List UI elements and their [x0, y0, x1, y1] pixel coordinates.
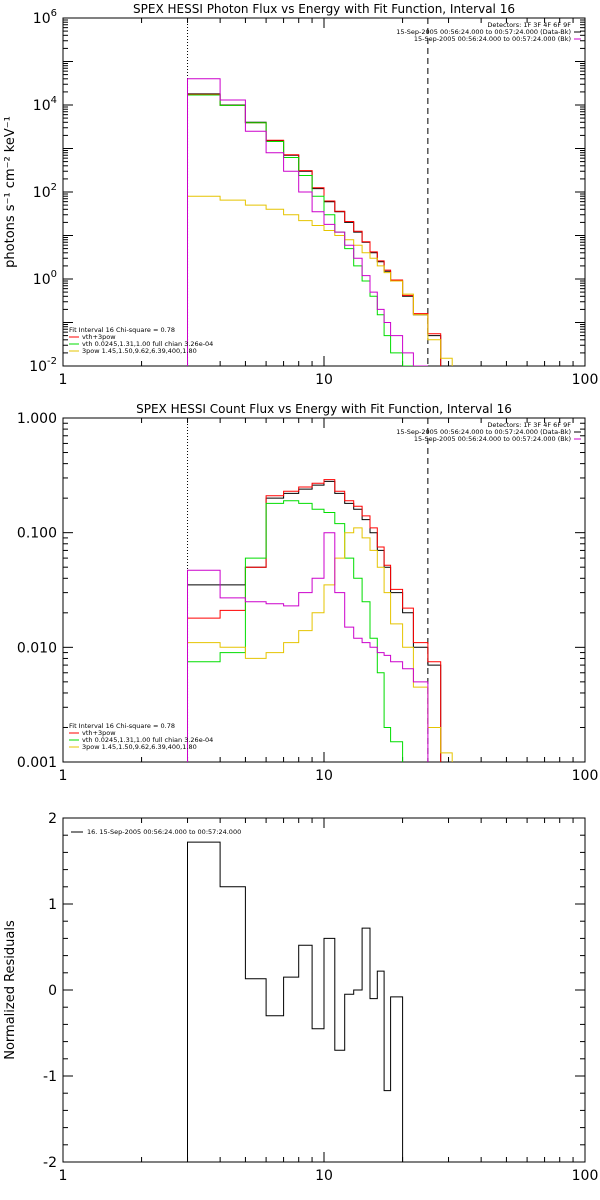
fit-legend-text: vth+3pow [82, 729, 116, 737]
y-tick-label: 1 [48, 897, 57, 913]
series-1-line [187, 93, 442, 366]
chart-title: SPEX HESSI Count Flux vs Energy with Fit… [136, 402, 512, 416]
y-tick-label: 10-2 [29, 356, 57, 375]
y-tick-label: 0.001 [17, 755, 57, 771]
chart-panel-1: SPEX HESSI Photon Flux vs Energy with Fi… [3, 2, 598, 388]
x-tick-label: 10 [315, 768, 333, 784]
y-tick-label: 102 [33, 182, 57, 201]
fit-legend-text: Fit Interval 16 Chi-square = 0.78 [69, 326, 175, 334]
fit-legend-text: 3pow 1.45,1.50,9.62,6.39,400,1.80 [82, 743, 197, 751]
series-group [187, 78, 453, 366]
series-1-line [187, 480, 442, 762]
y-tick-label: -2 [43, 1155, 57, 1171]
series-5-line [187, 532, 429, 762]
info-line: Detectors: 1F 3F 4F 6F 9F [487, 421, 571, 429]
info-line: 15-Sep-2005 00:56:24.000 to 00:57:24.000… [396, 28, 571, 36]
y-tick-label: 106 [33, 8, 57, 27]
x-tick-label: 100 [572, 1168, 599, 1184]
legend-text: 16. 15-Sep-2005 00:56:24.000 to 00:57:24… [87, 828, 241, 836]
fit-legend-text: vth 0.0245,1.31,1.00 full chian 3.26e-04 [82, 736, 213, 744]
chart-panel-2: SPEX HESSI Count Flux vs Energy with Fit… [17, 402, 598, 784]
x-tick-label: 1 [59, 768, 68, 784]
x-tick-label: 100 [572, 372, 599, 388]
y-tick-label: 0.010 [17, 640, 57, 656]
x-tick-label: 1 [59, 1168, 68, 1184]
x-tick-label: 10 [315, 372, 333, 388]
x-tick-label: 10 [315, 1168, 333, 1184]
fit-legend-text: Fit Interval 16 Chi-square = 0.78 [69, 722, 175, 730]
series-5-line [187, 78, 428, 366]
chart-title: SPEX HESSI Photon Flux vs Energy with Fi… [133, 2, 515, 16]
info-line: Detectors: 1F 3F 4F 6F 9F [487, 21, 571, 29]
series-4-line [187, 195, 453, 366]
info-line: 15-Sep-2005 00:56:24.000 to 00:57:24.000… [414, 35, 571, 43]
y-tick-label: 0 [48, 983, 57, 999]
y-tick-label: 1.000 [17, 411, 57, 427]
series-3-line [187, 500, 404, 762]
fit-legend-text: 3pow 1.45,1.50,9.62,6.39,400,1.80 [82, 347, 197, 355]
y-tick-label: 104 [33, 95, 57, 114]
chart-panel-3: 1 10 100 -2 -1 0 1 2 Normalized Residuals 16. 15-… [3, 811, 598, 1184]
series-1-line [187, 841, 404, 1162]
series-2-line [187, 479, 442, 762]
y-tick-label: -1 [43, 1069, 57, 1085]
info-line: 15-Sep-2005 00:56:24.000 to 00:57:24.000… [396, 428, 571, 436]
series-group [187, 479, 453, 762]
x-tick-label: 1 [59, 372, 68, 388]
y-tick-label: 2 [48, 811, 57, 827]
fit-legend-text: vth+3pow [82, 333, 116, 341]
fit-legend-text: vth 0.0245,1.31,1.00 full chian 3.26e-04 [82, 340, 213, 348]
info-line: 15-Sep-2005 00:56:24.000 to 00:57:24.000… [414, 435, 571, 443]
y-tick-label: 0.100 [17, 526, 57, 542]
y-axis-label: Normalized Residuals [3, 920, 18, 1060]
series-4-line [187, 527, 453, 762]
series-2-line [187, 93, 442, 366]
x-tick-label: 100 [572, 768, 599, 784]
y-axis-label: photons s⁻¹ cm⁻² keV⁻¹ [3, 116, 18, 268]
y-tick-label: 100 [33, 269, 57, 288]
series-group [187, 841, 404, 1162]
series-3-line [187, 94, 414, 366]
